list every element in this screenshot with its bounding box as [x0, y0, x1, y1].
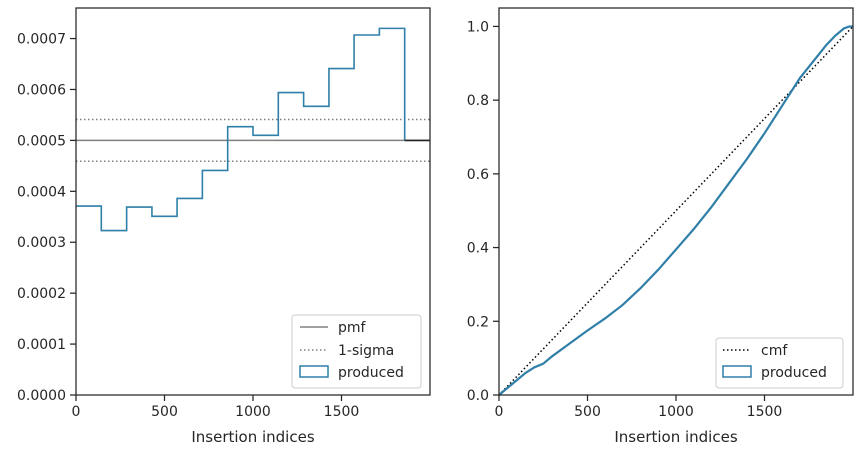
- histogram-y-tick-label: 0.0006: [17, 82, 66, 98]
- cmf-panel: 0 500 1000 1500 0.0 0.2 0.4 0.6 0.8 1.0 Insertion…: [467, 7, 854, 446]
- histogram-ticks: 0 500 1000 1500 0.0000 0.0001 0.0002 0.0003 0.00…: [17, 32, 359, 420]
- histogram-x-tick-label: 1000: [235, 404, 271, 420]
- legend-produced-swatch: [299, 365, 329, 378]
- legend-cmf-produced-swatch: [722, 365, 752, 378]
- legend-produced-label: produced: [338, 365, 404, 381]
- histogram-legend: pmf 1-sigma produced: [291, 314, 422, 389]
- histogram-y-tick-label: 0.0003: [17, 235, 66, 251]
- produced-point: [586, 329, 589, 332]
- cmf-x-tick-label: 1500: [747, 404, 783, 420]
- cmf-x-axis-label: Insertion indices: [614, 428, 737, 446]
- produced-point: [848, 25, 851, 28]
- histogram-legend-box: [291, 314, 422, 389]
- produced-point: [746, 158, 748, 160]
- produced-point: [507, 387, 509, 389]
- legend-cmf-produced-label: produced: [761, 365, 827, 381]
- histogram-y-tick-label: 0.0004: [17, 184, 66, 200]
- produced-point: [763, 132, 766, 134]
- cmf-y-tick-label: 1.0: [467, 19, 489, 35]
- produced-point: [728, 182, 730, 184]
- produced-point: [622, 304, 624, 306]
- histogram-y-tick-label: 0.0005: [17, 133, 66, 149]
- produced-point: [604, 317, 606, 319]
- cmf-y-tick-label: 0.4: [467, 241, 489, 257]
- histogram-x-axis-label: Insertion indices: [191, 428, 314, 446]
- produced-point: [516, 379, 518, 381]
- cmf-y-tick-label: 0.8: [467, 93, 489, 109]
- produced-point: [657, 269, 659, 271]
- produced-point: [834, 35, 836, 37]
- histogram-x-tick-label: 0: [72, 404, 81, 420]
- produced-point: [551, 355, 553, 357]
- histogram-y-tick-label: 0.0001: [17, 337, 66, 353]
- produced-point: [542, 363, 544, 365]
- produced-point: [569, 342, 571, 344]
- histogram-y-tick-label: 0.0007: [17, 32, 66, 48]
- produced-point: [675, 248, 677, 251]
- cmf-marks: [498, 25, 854, 396]
- produced-point: [799, 77, 801, 79]
- cmf-y-tick-label: 0.0: [467, 388, 489, 404]
- produced-point: [524, 372, 527, 374]
- produced-step-line: [76, 27, 406, 232]
- produced-point: [710, 206, 713, 208]
- cmf-x-tick-label: 1000: [658, 404, 694, 420]
- histogram-panel: 0 500 1000 1500 0.0000 0.0001 0.0002 0.0003 0.00…: [17, 7, 431, 446]
- legend-cmf-label: cmf: [761, 343, 788, 359]
- produced-point: [781, 105, 783, 107]
- cmf-x-tick-label: 0: [495, 404, 504, 420]
- produced-point: [825, 44, 828, 46]
- histogram-x-tick-label: 500: [151, 404, 178, 420]
- cmf-axes-frame: [498, 7, 854, 396]
- histogram-x-tick-label: 1500: [324, 404, 360, 420]
- produced-point: [693, 228, 695, 230]
- histogram-y-tick-label: 0.0000: [17, 388, 66, 404]
- cmf-y-tick-label: 0.2: [467, 314, 489, 330]
- produced-point: [533, 366, 536, 368]
- legend-1-sigma-label: 1-sigma: [338, 343, 394, 359]
- cmf-y-tick-label: 0.6: [467, 167, 489, 183]
- produced-point: [640, 287, 642, 289]
- histogram-marks: [76, 27, 430, 232]
- histogram-y-tick-label: 0.0002: [17, 286, 66, 302]
- legend-pmf-label: pmf: [338, 320, 367, 336]
- produced-point: [817, 55, 819, 57]
- produced-point: [843, 27, 845, 29]
- cmf-ticks: 0 500 1000 1500 0.0 0.2 0.4 0.6 0.8 1.0: [467, 19, 783, 420]
- cmf-series-line: [498, 25, 854, 396]
- cmf-x-tick-label: 500: [574, 404, 601, 420]
- cmf-legend: cmf produced: [715, 337, 844, 389]
